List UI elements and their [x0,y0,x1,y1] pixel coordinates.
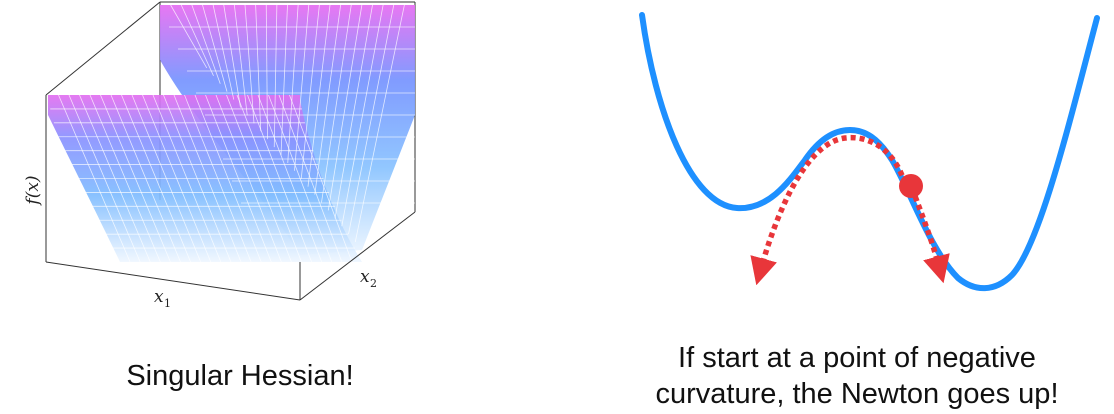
axis-label-x1: x 1 [154,287,171,310]
svg-text:2: 2 [370,277,377,290]
caption-singular-hessian: Singular Hessian! [126,360,354,392]
plot-box-front [45,95,416,301]
newton-step-arrow-left [750,134,908,286]
mesh-line [314,4,342,195]
svg-text:x: x [154,287,164,307]
mesh-line [244,4,255,124]
mesh-line [233,4,248,116]
caption-negative-curvature: If start at a point of negative curvatur… [600,340,1114,412]
caption-line-1: If start at a point of negative [678,342,1036,374]
potential-curve [639,12,1100,292]
surface-mesh [50,4,415,263]
axis-label-z: f(x) [23,175,43,206]
mesh-line [202,4,228,92]
mesh-line [348,4,395,235]
svg-text:1: 1 [164,297,171,310]
svg-text:f(x): f(x) [23,175,43,206]
start-point [899,174,923,198]
mesh-line [287,4,299,163]
mesh-line [223,4,241,108]
caption-line-2: curvature, the Newton goes up! [655,378,1059,410]
mesh-line [334,4,373,219]
mesh-line [294,4,310,171]
mesh-line [307,4,331,187]
mesh-line [255,4,262,132]
mesh-line [321,4,352,203]
mesh-line [273,4,278,148]
mesh-line [341,4,384,227]
mesh-line [170,4,208,69]
svg-text:x: x [360,267,370,287]
mesh-line [280,4,288,156]
mesh-line [327,4,363,211]
mesh-line [300,4,320,179]
double-well-diagram [639,12,1100,292]
mesh-line [212,4,235,100]
surface-plot: f(x) x 1 x 2 [23,1,416,310]
axis-label-x2: x 2 [360,267,377,290]
mesh-line [180,4,214,76]
mesh-line [354,4,405,243]
